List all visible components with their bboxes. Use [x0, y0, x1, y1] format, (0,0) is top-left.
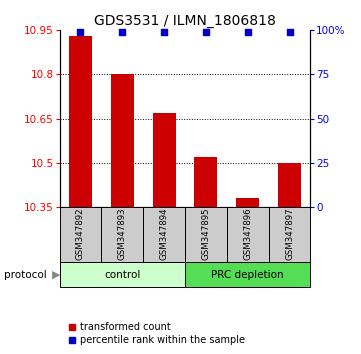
Bar: [60, 207, 101, 262]
Point: [203, 29, 209, 35]
Legend: transformed count, percentile rank within the sample: transformed count, percentile rank withi…: [64, 319, 249, 349]
Point: [119, 29, 125, 35]
Bar: [60, 262, 185, 287]
Bar: [153, 113, 175, 207]
Bar: [101, 207, 143, 262]
Text: ▶: ▶: [52, 270, 61, 280]
Bar: [185, 262, 310, 287]
Point: [161, 29, 167, 35]
Bar: [143, 207, 185, 262]
Bar: [111, 74, 134, 207]
Title: GDS3531 / ILMN_1806818: GDS3531 / ILMN_1806818: [94, 14, 276, 28]
Point: [287, 29, 292, 35]
Text: protocol: protocol: [4, 270, 46, 280]
Text: control: control: [104, 270, 140, 280]
Bar: [269, 207, 310, 262]
Bar: [69, 36, 92, 207]
Point: [245, 29, 251, 35]
Text: GSM347892: GSM347892: [76, 207, 85, 260]
Text: GSM347896: GSM347896: [243, 207, 252, 260]
Bar: [195, 157, 217, 207]
Bar: [185, 207, 227, 262]
Text: GSM347893: GSM347893: [118, 207, 127, 260]
Text: PRC depletion: PRC depletion: [212, 270, 284, 280]
Text: GSM347897: GSM347897: [285, 207, 294, 260]
Text: GSM347894: GSM347894: [160, 207, 169, 260]
Point: [78, 29, 83, 35]
Bar: [236, 198, 259, 207]
Bar: [227, 207, 269, 262]
Bar: [278, 163, 301, 207]
Text: GSM347895: GSM347895: [201, 207, 210, 260]
